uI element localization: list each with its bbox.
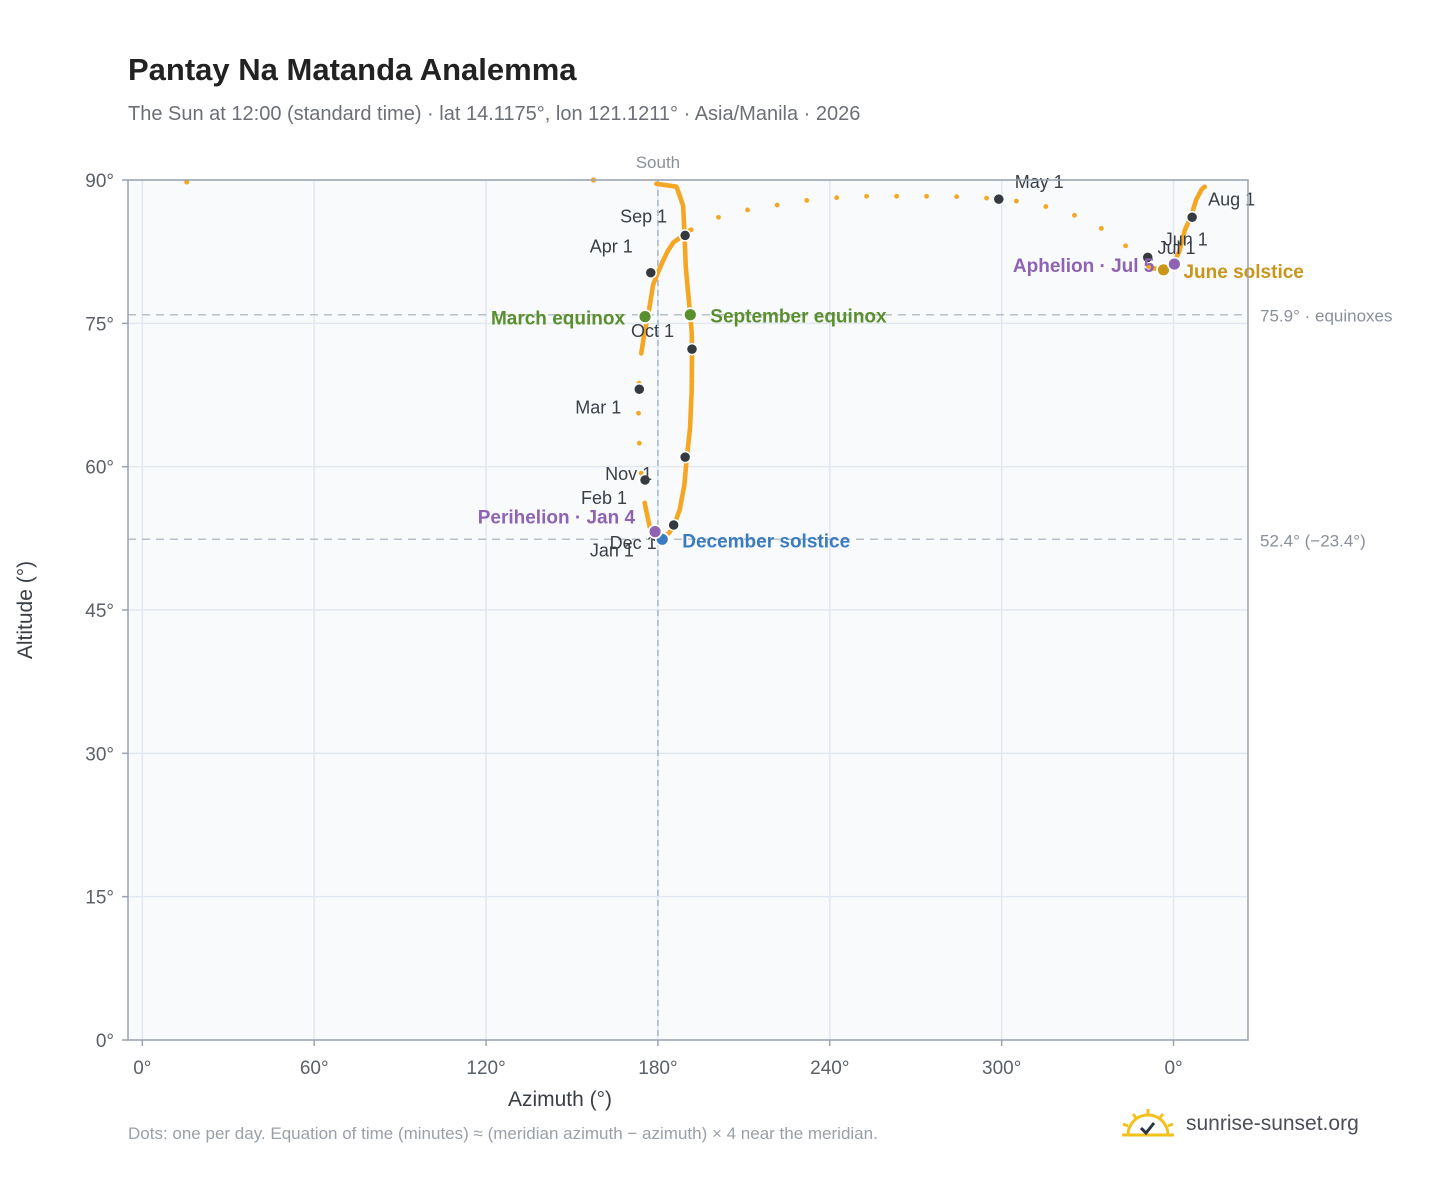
month-marker-label: May 1 [1015, 172, 1064, 192]
event-marker [1166, 256, 1182, 272]
month-marker-label: Apr 1 [590, 237, 633, 257]
day-dot [638, 470, 644, 476]
day-dot [1202, 184, 1208, 190]
meridian-line: South [636, 153, 680, 1040]
event-marker [682, 307, 698, 323]
month-marker-label: Jul 1 [1158, 238, 1196, 258]
month-marker-label: Feb 1 [581, 488, 627, 508]
day-dot [1123, 243, 1128, 249]
x-tick-label: 300° [982, 1058, 1021, 1079]
month-marker-label: Dec 1 [610, 533, 657, 553]
event-marker [647, 524, 663, 540]
month-marker-label: Jan 1 [590, 540, 634, 560]
day-dot [1072, 212, 1077, 218]
y-tick-label: 75° [85, 314, 114, 335]
day-dot [924, 193, 930, 199]
month-marker-label: Sep 1 [620, 206, 667, 226]
y-tick-label: 15° [85, 888, 114, 909]
month-marker [1141, 251, 1154, 264]
event-label: September equinox [710, 307, 887, 328]
day-dot [1098, 225, 1104, 231]
axes: 0° 60° 120° 180° 240° 300° 0° 0° 15° 30° 45° 60° 75°… [14, 171, 1183, 1111]
x-tick-label: 240° [810, 1058, 849, 1079]
event-label: June solstice [1183, 262, 1303, 283]
day-dot [804, 198, 810, 203]
day-dot [984, 195, 989, 201]
month-marker-label: Aug 1 [1208, 189, 1255, 209]
month-marker [638, 473, 652, 487]
y-tick-label: 30° [85, 744, 114, 765]
analemma-curve [184, 177, 1208, 542]
day-dot [894, 193, 900, 199]
brand-name: sunrise-sunset.org [1186, 1112, 1359, 1135]
day-dot [745, 207, 750, 213]
day-dot [1013, 198, 1019, 204]
y-tick-label: 60° [85, 458, 114, 479]
sun-check-icon [1122, 1109, 1174, 1137]
footnote: Dots: one per day. Equation of time (min… [128, 1124, 878, 1143]
x-tick-label: 0° [133, 1058, 151, 1079]
chart-subtitle: The Sun at 12:00 (standard time) · lat 1… [128, 103, 861, 125]
brand-logo[interactable]: sunrise-sunset.org [1120, 1104, 1359, 1144]
day-dot [954, 194, 960, 200]
event-marker [637, 309, 653, 325]
y-tick-label: 90° [85, 171, 114, 192]
day-dot [774, 202, 780, 208]
month-marker [992, 192, 1006, 206]
month-marker [678, 450, 692, 464]
meridian-label: South [636, 153, 680, 172]
day-dot [636, 410, 641, 416]
month-marker-label: Mar 1 [575, 397, 621, 417]
day-dot [642, 500, 648, 506]
y-tick-label: 45° [85, 601, 114, 622]
month-marker [1185, 211, 1199, 224]
month-marker-label: Jun 1 [1164, 229, 1208, 249]
day-dot [716, 214, 721, 220]
month-marker-label: Nov 1 [605, 464, 652, 484]
day-dot [1043, 204, 1049, 209]
x-tick-label: 60° [300, 1058, 329, 1079]
event-markers: March equinox September equinox December s… [478, 256, 1304, 552]
y-axis-label: Altitude (°) [14, 561, 37, 659]
chart-title: Pantay Na Matanda Analemma [128, 52, 577, 87]
reference-lines: 75.9° · equinoxes 52.4° (−23.4°) [128, 307, 1393, 550]
month-marker [685, 342, 699, 356]
reference-line-label: 75.9° · equinoxes [1260, 307, 1393, 326]
month-marker [633, 383, 646, 396]
reference-line-label: 52.4° (−23.4°) [1260, 531, 1366, 550]
day-dot [636, 440, 642, 446]
month-marker-label: Oct 1 [631, 321, 674, 341]
month-marker [678, 229, 692, 242]
event-label: Aphelion · Jul 5 [1013, 256, 1155, 277]
month-marker [667, 518, 680, 532]
day-dot [688, 227, 694, 233]
day-dot [834, 195, 840, 201]
x-tick-label: 180° [638, 1058, 677, 1079]
x-tick-label: 0° [1164, 1058, 1182, 1079]
month-marker [644, 266, 658, 279]
x-axis-label: Azimuth (°) [508, 1088, 612, 1111]
event-label: March equinox [491, 309, 626, 330]
event-label: December solstice [682, 531, 850, 552]
day-dot [864, 193, 870, 199]
event-label: Perihelion · Jan 4 [478, 508, 636, 529]
x-tick-label: 120° [466, 1058, 505, 1079]
y-tick-label: 0° [96, 1031, 114, 1052]
